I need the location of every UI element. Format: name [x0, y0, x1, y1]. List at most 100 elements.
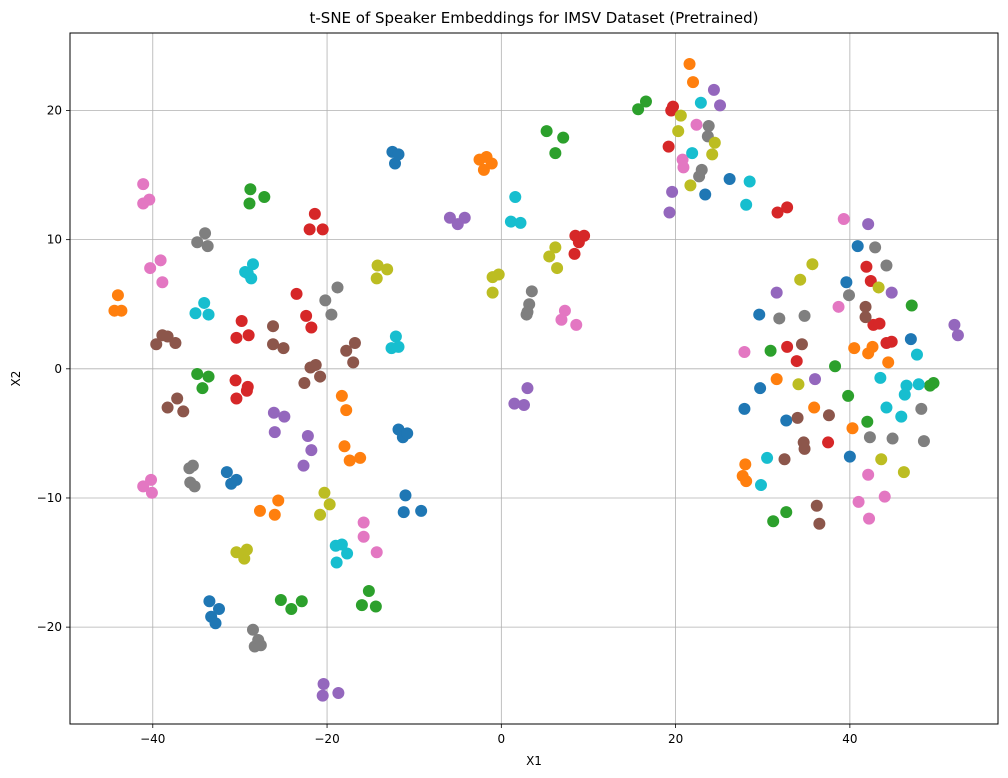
data-point	[767, 515, 780, 528]
data-point	[144, 262, 157, 275]
data-point	[169, 336, 182, 349]
data-point	[154, 254, 167, 267]
data-point	[285, 603, 298, 616]
data-point	[186, 459, 199, 472]
plot-frame	[69, 32, 999, 725]
data-point	[754, 479, 767, 492]
data-point	[235, 315, 248, 328]
data-point	[859, 300, 872, 313]
data-point	[340, 404, 353, 417]
data-point	[213, 603, 226, 616]
data-point	[778, 453, 791, 466]
data-point	[330, 556, 343, 569]
data-point	[371, 259, 384, 272]
data-point	[739, 458, 752, 471]
data-point	[666, 100, 679, 113]
data-point	[714, 99, 727, 112]
data-point	[325, 308, 338, 321]
data-point	[191, 367, 204, 380]
data-point	[859, 311, 872, 324]
x-tick-label: −40	[140, 732, 165, 746]
data-point	[874, 371, 887, 384]
data-point	[837, 212, 850, 225]
data-point	[780, 414, 793, 427]
data-point	[295, 595, 308, 608]
data-point	[161, 401, 174, 414]
data-point	[773, 312, 786, 325]
data-point	[866, 340, 879, 353]
data-point	[740, 475, 753, 488]
data-point	[813, 517, 826, 530]
data-point	[662, 140, 675, 153]
data-point	[822, 436, 835, 449]
data-point	[764, 344, 777, 357]
data-point	[343, 454, 356, 467]
data-point	[305, 321, 318, 334]
data-point	[399, 489, 412, 502]
y-tick-label: 20	[47, 103, 62, 117]
data-point	[415, 504, 428, 517]
data-point	[808, 401, 821, 414]
data-point	[268, 508, 281, 521]
data-point	[486, 286, 499, 299]
data-point	[674, 109, 687, 122]
data-point	[555, 313, 568, 326]
data-point	[672, 125, 685, 138]
data-point	[347, 356, 360, 369]
data-point	[137, 197, 150, 210]
data-point	[809, 373, 822, 386]
data-point	[540, 125, 553, 138]
data-point	[171, 392, 184, 405]
data-point	[303, 223, 316, 236]
data-point	[754, 382, 767, 395]
data-point	[904, 333, 917, 346]
data-point	[230, 392, 243, 405]
data-point	[885, 286, 898, 299]
data-point	[795, 338, 808, 351]
data-point	[905, 299, 918, 312]
data-point	[290, 287, 303, 300]
data-point	[568, 247, 581, 260]
data-point	[115, 304, 128, 317]
data-point	[570, 318, 583, 331]
data-point	[898, 388, 911, 401]
data-point	[514, 216, 527, 229]
data-point	[509, 191, 522, 204]
data-point	[912, 378, 925, 391]
data-point	[632, 103, 645, 116]
data-point	[355, 599, 368, 612]
data-point	[798, 309, 811, 322]
data-point	[842, 389, 855, 402]
data-point	[485, 157, 498, 170]
data-point	[927, 377, 940, 390]
data-point	[886, 432, 899, 445]
y-tick-label: 10	[47, 233, 62, 247]
data-point	[708, 136, 721, 149]
data-point	[240, 543, 253, 556]
data-point	[357, 530, 370, 543]
data-point	[316, 689, 329, 702]
y-tick-label: −10	[37, 491, 62, 505]
x-tick-label: 0	[498, 732, 506, 746]
data-point	[332, 687, 345, 700]
data-point	[761, 451, 774, 464]
data-point	[794, 273, 807, 286]
data-point	[338, 440, 351, 453]
data-point	[319, 294, 332, 307]
data-point	[156, 276, 169, 289]
data-point	[915, 402, 928, 415]
data-point	[792, 378, 805, 391]
data-point	[798, 442, 811, 455]
data-point	[687, 76, 700, 89]
data-point	[521, 382, 534, 395]
data-point	[684, 179, 697, 192]
data-point	[198, 296, 211, 309]
data-point	[951, 329, 964, 342]
data-point	[852, 495, 865, 508]
data-point	[277, 342, 290, 355]
data-point	[873, 317, 886, 330]
data-point	[508, 397, 521, 410]
data-point	[846, 422, 859, 435]
data-point	[401, 427, 414, 440]
